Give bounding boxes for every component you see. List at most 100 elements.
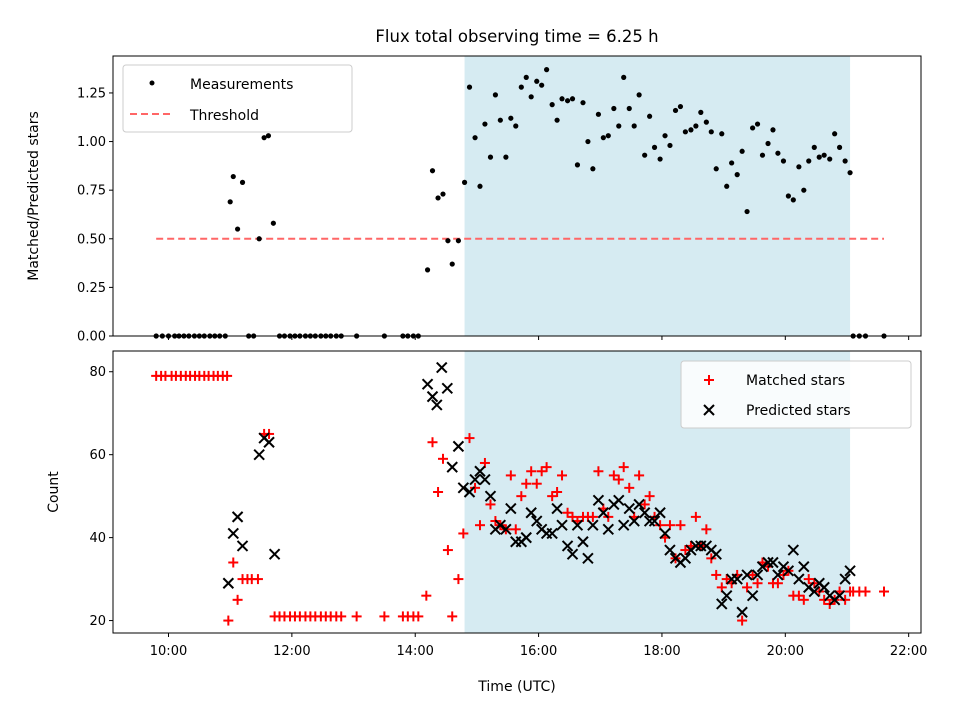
- measurement-point: [688, 127, 694, 133]
- predicted-star-point: [546, 527, 558, 540]
- matched-star-point: [587, 511, 598, 522]
- predicted-star-point: [582, 552, 594, 565]
- predicted-star-points: [222, 361, 856, 618]
- matched-legend-glyph: [704, 375, 714, 385]
- measurement-point: [230, 173, 236, 180]
- matched-star-point: [379, 611, 390, 622]
- measurement-point: [580, 100, 586, 106]
- predicted-star-point: [782, 565, 795, 577]
- measurement-point: [785, 193, 791, 199]
- predicted-star-point: [474, 465, 486, 477]
- measurement-point: [605, 133, 611, 139]
- matched-star-point: [464, 433, 475, 444]
- measurement-point: [626, 105, 632, 112]
- measurement-point: [801, 187, 807, 193]
- measurement-point: [595, 111, 602, 117]
- predicted-star-point: [690, 540, 702, 552]
- measurement-point: [672, 107, 679, 114]
- predicted-star-point: [231, 511, 244, 523]
- matched-star-point: [624, 482, 635, 493]
- measurement-point: [564, 98, 571, 104]
- matched-star-point: [752, 578, 763, 589]
- observing-window-span-top: [464, 56, 851, 336]
- top-panel: 0.00 0.25 0.50 0.75 1.00 1.25 Matched/Predict…: [26, 55, 922, 345]
- matched-star-point: [521, 478, 532, 489]
- predicted-star-point: [587, 519, 599, 531]
- measurement-point: [647, 113, 653, 119]
- measurement-point: [750, 125, 756, 131]
- matched-star-point: [427, 437, 438, 448]
- predicted-star-point: [602, 523, 614, 536]
- measurement-point: [492, 92, 499, 98]
- measurement-point: [554, 117, 560, 123]
- matched-star-point: [474, 520, 485, 531]
- predicted-star-point: [654, 507, 666, 519]
- predicted-star-point: [236, 540, 249, 552]
- matched-star-point: [526, 466, 537, 477]
- predicted-star-point: [463, 486, 476, 498]
- y-tick-label: 60: [89, 448, 106, 463]
- y-tick-label: 20: [89, 614, 106, 629]
- predicted-star-point: [551, 502, 563, 515]
- bottom-x-ticks: 10:00 12:00 14:00 16:00 18:00 20:00 22:00: [150, 633, 927, 659]
- matched-star-point: [644, 491, 655, 502]
- x-tick-label: 18:00: [643, 644, 680, 659]
- measurement-point: [780, 158, 787, 164]
- measurement-point: [703, 119, 709, 125]
- predicted-star-point: [571, 519, 584, 531]
- matched-star-point: [336, 611, 347, 622]
- matched-star-point: [505, 470, 516, 481]
- matched-star-point: [541, 462, 552, 473]
- measurement-point: [734, 172, 740, 178]
- matched-star-point: [232, 594, 243, 605]
- measurement-point: [744, 208, 750, 215]
- predicted-star-point: [566, 548, 579, 560]
- predicted-star-point: [623, 502, 635, 515]
- measurement-point: [616, 123, 622, 129]
- predicted-star-point: [500, 523, 512, 536]
- matched-star-point: [437, 453, 448, 464]
- top-x-ticks: [168, 336, 910, 340]
- measurement-point: [440, 191, 446, 197]
- predicted-star-point: [613, 494, 625, 507]
- measurement-point: [836, 144, 843, 150]
- measurement-point: [621, 74, 627, 80]
- measurement-point: [770, 127, 776, 133]
- predicted-star-point: [446, 461, 458, 473]
- predicted-star-point: [431, 399, 443, 411]
- matched-star-point: [675, 520, 686, 531]
- predicted-star-point: [762, 556, 774, 569]
- measurement-point: [651, 144, 658, 150]
- matched-star-point: [228, 557, 239, 568]
- matched-star-point: [639, 499, 650, 510]
- measurement-point: [631, 123, 637, 129]
- bottom-legend-box: [680, 360, 912, 429]
- matched-star-point: [433, 487, 444, 497]
- x-tick-label: 22:00: [890, 644, 927, 659]
- measurement-point: [775, 150, 781, 156]
- measurement-point: [827, 156, 833, 162]
- predicted-star-point: [808, 585, 821, 598]
- y-tick-label: 0.50: [77, 232, 106, 247]
- measurement-point: [435, 195, 441, 201]
- predicted-star-point: [721, 589, 733, 602]
- predicted-star-point: [222, 577, 235, 589]
- matched-star-point: [634, 470, 645, 481]
- measurement-point: [693, 123, 699, 129]
- matched-star-point: [737, 615, 748, 626]
- y-tick-label: 1.00: [77, 135, 106, 150]
- top-y-axis-label: Matched/Predicted stars: [26, 111, 42, 281]
- measurement-point: [544, 67, 550, 73]
- matched-star-point: [711, 569, 722, 580]
- predicted-star-point: [751, 569, 764, 581]
- matched-star-point: [772, 578, 783, 589]
- matched-star-point: [453, 574, 464, 585]
- predicted-star-point: [426, 390, 439, 403]
- measurement-point: [445, 238, 451, 244]
- predicted-star-point: [531, 515, 543, 527]
- matched-star-point: [593, 466, 604, 477]
- predicted-star-point: [746, 589, 759, 602]
- predicted-star-point: [525, 507, 537, 519]
- matched-star-point: [860, 586, 871, 597]
